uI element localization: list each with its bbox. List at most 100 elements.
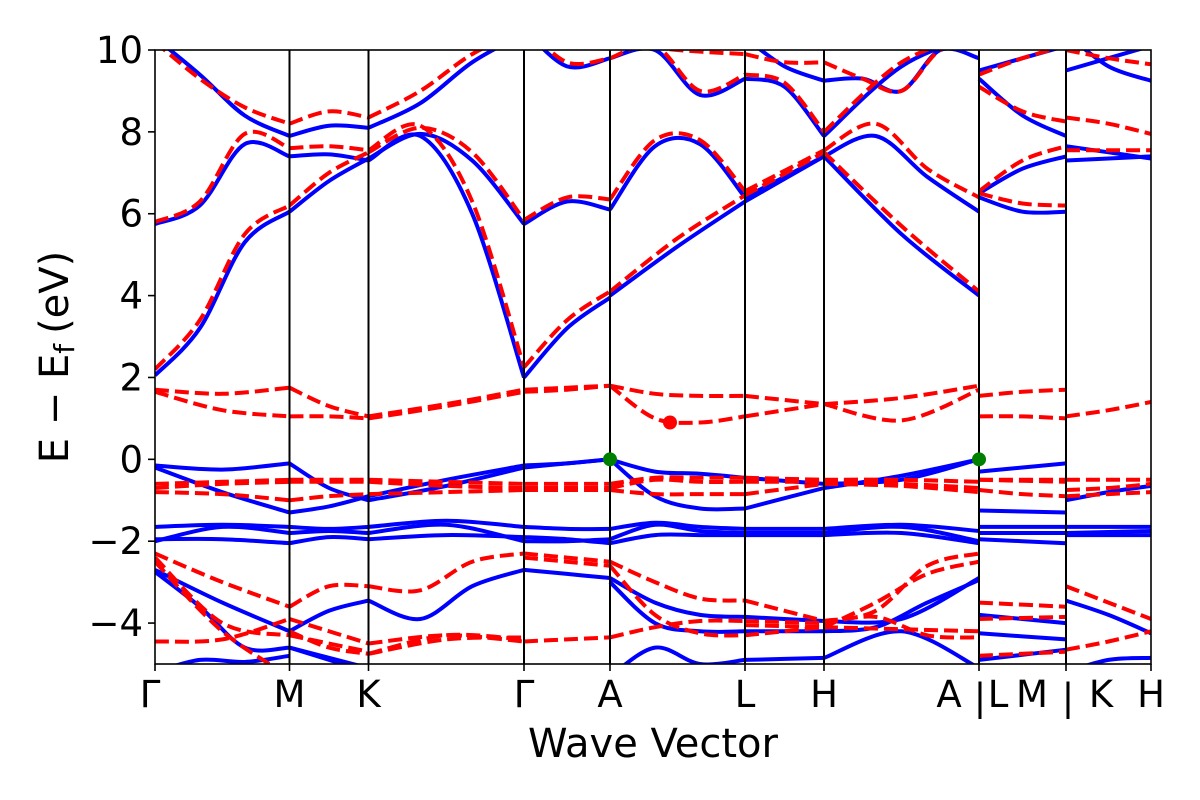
band-line-spin-down <box>155 617 291 644</box>
band-line-spin-down <box>608 193 747 294</box>
band-line-spin-up <box>608 580 746 634</box>
band-line-spin-down <box>744 72 826 134</box>
x-tick-label: Γ <box>514 673 535 716</box>
band-line-spin-up <box>978 461 1067 474</box>
bands-layer <box>155 50 1151 664</box>
band-line-spin-up <box>823 524 980 544</box>
band-line-spin-down <box>368 632 525 656</box>
band-line-spin-up <box>1065 154 1151 163</box>
x-tick-label: H <box>810 673 838 716</box>
band-line-spin-down <box>978 614 1067 621</box>
band-line-spin-down <box>744 402 825 419</box>
band-line-spin-up <box>289 494 369 515</box>
x-tick-label: M <box>1016 673 1048 716</box>
band-line-spin-up <box>978 537 1067 546</box>
y-tick-label: 4 <box>119 275 143 318</box>
band-line-spin-down <box>155 129 291 224</box>
band-line-spin-down <box>289 633 369 654</box>
band-line-spin-down <box>978 649 1067 658</box>
x-tick-label: | <box>1062 676 1074 719</box>
band-line-spin-down <box>744 619 825 626</box>
band-line-spin-down <box>823 625 980 634</box>
band-line-spin-down <box>1065 50 1151 67</box>
y-tick-label: 2 <box>119 356 143 399</box>
band-line-spin-down <box>823 559 980 630</box>
band-line-spin-up <box>744 614 825 623</box>
band-line-spin-down <box>823 387 980 423</box>
band-line-spin-up <box>523 457 611 468</box>
band-line-spin-down <box>744 481 825 497</box>
band-line-spin-down <box>155 560 274 664</box>
band-line-spin-down <box>155 479 290 490</box>
band-line-spin-up <box>523 524 611 532</box>
band-line-spin-up <box>367 50 497 130</box>
band-line-spin-up <box>823 522 980 533</box>
band-line-spin-down <box>288 150 370 208</box>
band-line-spin-up <box>1084 655 1151 664</box>
y-tick-label: 10 <box>96 29 143 72</box>
band-line-spin-down <box>823 50 946 94</box>
band-line-spin-down <box>523 635 611 644</box>
band-line-spin-up <box>609 576 746 619</box>
band-line-spin-down <box>978 387 1067 398</box>
band-line-spin-up <box>368 533 525 542</box>
band-line-spin-down <box>822 121 980 200</box>
band-line-spin-down <box>744 623 825 630</box>
band-line-spin-up <box>609 50 746 98</box>
band-line-spin-up <box>155 140 291 226</box>
band-line-spin-down <box>155 389 290 419</box>
band-line-spin-down <box>288 109 369 126</box>
series-spin-down <box>155 50 1151 664</box>
band-line-spin-up <box>744 486 825 511</box>
band-line-spin-up <box>609 520 746 531</box>
band-line-spin-up <box>609 532 745 546</box>
x-tick-label: A <box>936 673 961 716</box>
x-tick-label: K <box>356 673 382 716</box>
band-line-spin-up <box>368 465 525 503</box>
band-line-spin-up <box>368 463 525 499</box>
band-line-spin-up <box>823 133 981 214</box>
x-tick-label: K <box>1089 673 1115 716</box>
band-line-spin-down <box>289 492 369 503</box>
band-line-spin-up <box>1065 529 1151 535</box>
band-line-spin-up <box>608 457 746 512</box>
band-line-spin-up <box>522 295 612 379</box>
band-line-spin-up <box>622 645 746 664</box>
band-line-spin-down <box>523 555 611 568</box>
y-axis: −4 −2 0 2 4 6 8 10 <box>88 29 155 645</box>
band-line-spin-down <box>744 625 825 638</box>
band-line-spin-up <box>523 199 611 226</box>
band-line-spin-down <box>155 556 290 638</box>
band-line-spin-up <box>367 567 525 622</box>
band-line-spin-up <box>744 76 826 138</box>
band-line-spin-up <box>368 518 525 529</box>
band-line-spin-down <box>522 289 612 369</box>
band-line-spin-down <box>546 50 611 67</box>
band-line-spin-up <box>155 536 290 546</box>
y-tick-label: 6 <box>119 193 143 236</box>
y-axis-title-main: E − E <box>32 354 78 464</box>
band-line-spin-up <box>155 570 290 653</box>
band-line-spin-down <box>609 559 746 603</box>
band-line-spin-down <box>523 383 611 394</box>
band-line-spin-up <box>289 524 369 531</box>
band-line-spin-up <box>822 154 981 298</box>
band-line-spin-down <box>289 414 369 421</box>
y-tick-label: −4 <box>88 602 143 645</box>
y-tick-label: 0 <box>119 438 143 481</box>
band-line-spin-up <box>155 209 291 377</box>
band-line-spin-down <box>155 385 290 396</box>
band-line-spin-down <box>978 488 1067 499</box>
band-line-spin-down <box>1065 490 1151 499</box>
x-tick-label: L <box>735 673 756 716</box>
y-axis-title-unit: (eV) <box>32 251 78 334</box>
y-tick-label: −2 <box>88 520 143 563</box>
band-line-spin-down <box>608 564 746 638</box>
band-line-spin-down <box>288 582 369 609</box>
band-line-spin-up <box>288 645 349 664</box>
band-line-spin-down <box>978 85 1067 124</box>
band-line-spin-down <box>523 194 611 222</box>
band-line-spin-up <box>823 578 980 634</box>
markers <box>603 415 986 467</box>
